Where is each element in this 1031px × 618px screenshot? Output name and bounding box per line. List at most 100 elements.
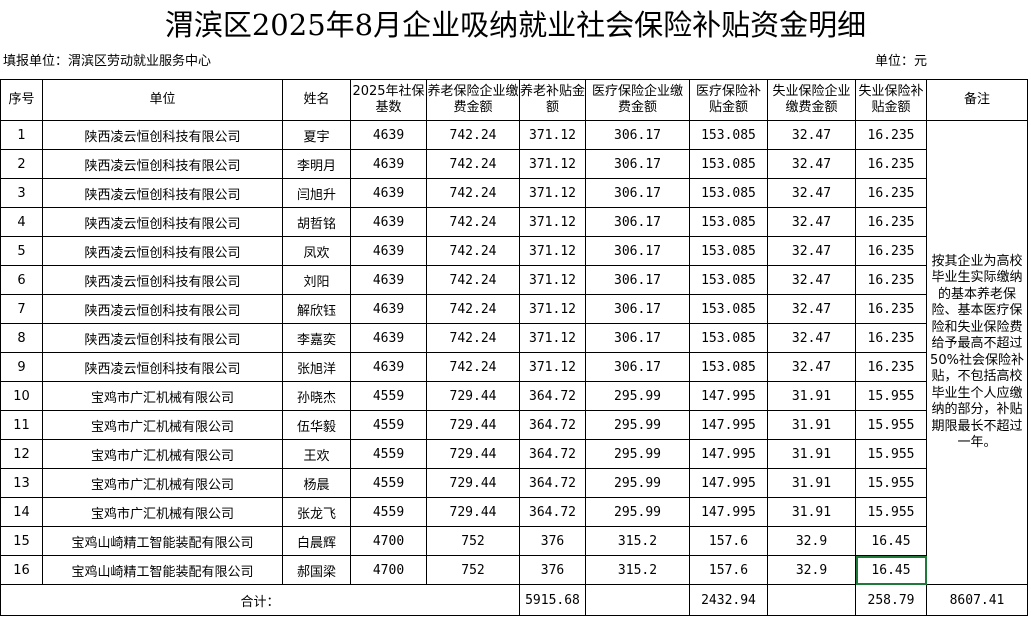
header-cell-company[interactable]: 单位 xyxy=(42,79,283,121)
cell-medical-subsidy[interactable]: 153.085 xyxy=(689,236,768,266)
cell-pension-fee[interactable]: 729.44 xyxy=(426,497,520,527)
cell-company[interactable]: 陕西凌云恒创科技有限公司 xyxy=(42,236,283,266)
cell-unemployment-fee[interactable]: 32.47 xyxy=(767,120,856,150)
cell-company[interactable]: 陕西凌云恒创科技有限公司 xyxy=(42,120,283,150)
cell-pension-fee[interactable]: 742.24 xyxy=(426,178,520,208)
cell-medical-subsidy[interactable]: 147.995 xyxy=(689,439,768,469)
cell-name[interactable]: 解欣钰 xyxy=(282,294,351,324)
cell-pension-fee[interactable]: 742.24 xyxy=(426,294,520,324)
cell-name[interactable]: 伍华毅 xyxy=(282,410,351,440)
cell-medical-subsidy[interactable]: 147.995 xyxy=(689,410,768,440)
cell-company[interactable]: 陕西凌云恒创科技有限公司 xyxy=(42,207,283,237)
total-empty-cell[interactable] xyxy=(585,584,690,616)
cell-unemployment-fee[interactable]: 31.91 xyxy=(767,497,856,527)
cell-base[interactable]: 4639 xyxy=(350,265,427,295)
cell-pension-subsidy[interactable]: 376 xyxy=(519,526,586,556)
total-medical-subsidy-cell[interactable]: 2432.94 xyxy=(689,584,768,616)
total-label-cell[interactable]: 合计： xyxy=(0,584,520,616)
cell-index[interactable]: 3 xyxy=(0,178,43,208)
cell-pension-fee[interactable]: 729.44 xyxy=(426,439,520,469)
cell-medical-fee[interactable]: 295.99 xyxy=(585,410,690,440)
cell-pension-fee[interactable]: 742.24 xyxy=(426,352,520,382)
header-cell-unemployment-subsidy[interactable]: 失业保险补贴金额 xyxy=(855,79,927,121)
cell-unemployment-fee[interactable]: 32.9 xyxy=(767,555,856,585)
cell-company[interactable]: 陕西凌云恒创科技有限公司 xyxy=(42,178,283,208)
cell-company[interactable]: 宝鸡山崎精工智能装配有限公司 xyxy=(42,526,283,556)
cell-unemployment-fee[interactable]: 31.91 xyxy=(767,468,856,498)
cell-company[interactable]: 宝鸡市广汇机械有限公司 xyxy=(42,410,283,440)
cell-company[interactable]: 陕西凌云恒创科技有限公司 xyxy=(42,149,283,179)
cell-index[interactable]: 4 xyxy=(0,207,43,237)
cell-pension-subsidy[interactable]: 371.12 xyxy=(519,120,586,150)
cell-medical-fee[interactable]: 306.17 xyxy=(585,236,690,266)
cell-pension-subsidy[interactable]: 371.12 xyxy=(519,323,586,353)
cell-medical-subsidy[interactable]: 157.6 xyxy=(689,526,768,556)
cell-company[interactable]: 陕西凌云恒创科技有限公司 xyxy=(42,294,283,324)
cell-name[interactable]: 刘阳 xyxy=(282,265,351,295)
cell-unemployment-subsidy[interactable]: 15.955 xyxy=(855,381,927,411)
cell-company[interactable]: 宝鸡山崎精工智能装配有限公司 xyxy=(42,555,283,585)
cell-unemployment-fee[interactable]: 32.9 xyxy=(767,526,856,556)
cell-name[interactable]: 白晨辉 xyxy=(282,526,351,556)
cell-pension-subsidy[interactable]: 371.12 xyxy=(519,236,586,266)
cell-company[interactable]: 宝鸡市广汇机械有限公司 xyxy=(42,381,283,411)
cell-name[interactable]: 李嘉奕 xyxy=(282,323,351,353)
header-cell-pension-subsidy[interactable]: 养老补贴金额 xyxy=(519,79,586,121)
cell-name[interactable]: 张旭洋 xyxy=(282,352,351,382)
cell-index[interactable]: 1 xyxy=(0,120,43,150)
cell-name[interactable]: 孙晓杰 xyxy=(282,381,351,411)
cell-unemployment-subsidy[interactable]: 15.955 xyxy=(855,497,927,527)
cell-company[interactable]: 宝鸡市广汇机械有限公司 xyxy=(42,468,283,498)
cell-medical-subsidy[interactable]: 157.6 xyxy=(689,555,768,585)
cell-medical-fee[interactable]: 295.99 xyxy=(585,497,690,527)
header-cell-unemployment-fee[interactable]: 失业保险企业缴费金额 xyxy=(767,79,856,121)
cell-medical-subsidy[interactable]: 153.085 xyxy=(689,149,768,179)
cell-unemployment-fee[interactable]: 32.47 xyxy=(767,294,856,324)
header-cell-index[interactable]: 序号 xyxy=(0,79,43,121)
cell-base[interactable]: 4639 xyxy=(350,120,427,150)
cell-name[interactable]: 凤欢 xyxy=(282,236,351,266)
cell-pension-subsidy[interactable]: 371.12 xyxy=(519,149,586,179)
cell-name[interactable]: 李明月 xyxy=(282,149,351,179)
cell-unemployment-fee[interactable]: 32.47 xyxy=(767,236,856,266)
cell-medical-subsidy[interactable]: 153.085 xyxy=(689,294,768,324)
cell-base[interactable]: 4639 xyxy=(350,236,427,266)
cell-pension-subsidy[interactable]: 364.72 xyxy=(519,410,586,440)
cell-pension-fee[interactable]: 752 xyxy=(426,526,520,556)
cell-base[interactable]: 4639 xyxy=(350,294,427,324)
cell-unemployment-subsidy[interactable]: 16.235 xyxy=(855,236,927,266)
header-cell-medical-fee[interactable]: 医疗保险企业缴费金额 xyxy=(585,79,690,121)
cell-medical-fee[interactable]: 295.99 xyxy=(585,468,690,498)
cell-medical-subsidy[interactable]: 153.085 xyxy=(689,323,768,353)
cell-unemployment-subsidy[interactable]: 15.955 xyxy=(855,410,927,440)
cell-unemployment-subsidy[interactable]: 16.235 xyxy=(855,294,927,324)
total-empty-cell[interactable] xyxy=(767,584,856,616)
cell-medical-subsidy[interactable]: 153.085 xyxy=(689,265,768,295)
cell-unemployment-subsidy[interactable]: 16.235 xyxy=(855,323,927,353)
cell-unemployment-subsidy[interactable]: 16.235 xyxy=(855,149,927,179)
cell-base[interactable]: 4700 xyxy=(350,555,427,585)
cell-index[interactable]: 13 xyxy=(0,468,43,498)
cell-base[interactable]: 4559 xyxy=(350,381,427,411)
header-cell-medical-subsidy[interactable]: 医疗保险补贴金额 xyxy=(689,79,768,121)
cell-pension-subsidy[interactable]: 364.72 xyxy=(519,468,586,498)
cell-medical-fee[interactable]: 306.17 xyxy=(585,149,690,179)
cell-company[interactable]: 陕西凌云恒创科技有限公司 xyxy=(42,265,283,295)
cell-base[interactable]: 4559 xyxy=(350,468,427,498)
cell-index[interactable]: 2 xyxy=(0,149,43,179)
cell-unemployment-fee[interactable]: 31.91 xyxy=(767,410,856,440)
cell-unemployment-fee[interactable]: 32.47 xyxy=(767,265,856,295)
cell-unemployment-subsidy[interactable]: 16.235 xyxy=(855,120,927,150)
cell-medical-fee[interactable]: 306.17 xyxy=(585,207,690,237)
cell-medical-fee[interactable]: 295.99 xyxy=(585,381,690,411)
cell-index[interactable]: 9 xyxy=(0,352,43,382)
note-cell[interactable]: 按其企业为高校毕业生实际缴纳的基本养老保险、基本医疗保险和失业保险费给予最高不超… xyxy=(926,120,1028,585)
cell-base[interactable]: 4639 xyxy=(350,207,427,237)
cell-unemployment-fee[interactable]: 32.47 xyxy=(767,178,856,208)
cell-base[interactable]: 4559 xyxy=(350,497,427,527)
cell-company[interactable]: 陕西凌云恒创科技有限公司 xyxy=(42,352,283,382)
cell-unemployment-fee[interactable]: 31.91 xyxy=(767,439,856,469)
cell-pension-fee[interactable]: 729.44 xyxy=(426,410,520,440)
cell-medical-fee[interactable]: 306.17 xyxy=(585,265,690,295)
cell-medical-subsidy[interactable]: 153.085 xyxy=(689,120,768,150)
